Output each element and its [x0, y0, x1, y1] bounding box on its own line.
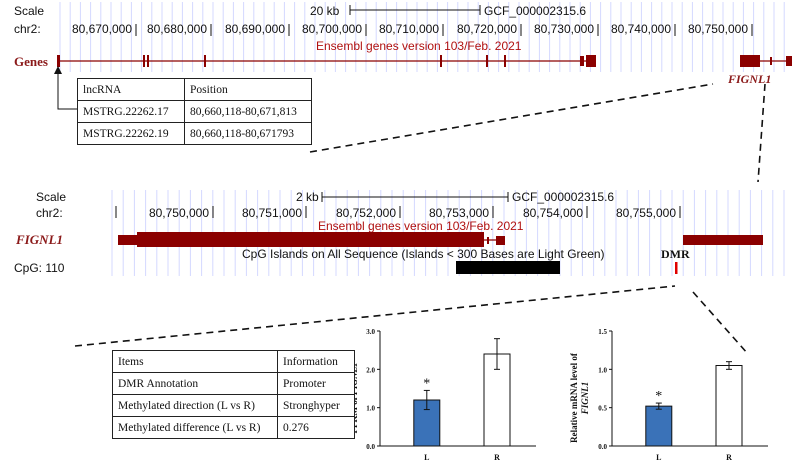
panel2-track-title: Ensembl genes version 103/Feb. 2021 — [318, 219, 524, 233]
position-label: 80,751,000 — [242, 206, 302, 220]
panel1-gene-name: FIGNL1 — [727, 72, 771, 86]
cpg-track-title: CpG Islands on All Sequence (Islands < 3… — [242, 247, 605, 261]
mrna-chart-ylabel-gene: FIGNL1 — [580, 382, 590, 416]
table-row: Methylated direction (L vs R) Stronghype… — [112, 394, 355, 417]
table-cell: MSTRG.22262.19 — [77, 122, 185, 145]
table-header-row: Items Information — [112, 350, 355, 373]
table-header-cell: Position — [184, 78, 312, 101]
table-header-cell: Items — [112, 350, 278, 373]
cpg-track-label: CpG: 110 — [14, 261, 65, 275]
x-category-label: R — [726, 453, 732, 462]
panel2-assembly: GCF_000002315.6 — [512, 190, 614, 204]
panel2-scale-label: Scale — [36, 190, 66, 204]
lncrna-table: lncRNA Position MSTRG.22262.17 80,660,11… — [77, 78, 312, 145]
mrna-chart-plot: 0.0 0.5 1.0 1.5 * L R — [598, 328, 768, 462]
bar-R — [715, 365, 743, 447]
genes-label: Genes — [14, 54, 48, 69]
position-label: 80,752,000 — [336, 206, 396, 220]
position-label: 80,700,000 — [302, 22, 362, 36]
panel2-scale-bar — [321, 192, 509, 202]
table-cell: Methylated direction (L vs R) — [112, 394, 278, 417]
position-label: 80,754,000 — [523, 206, 583, 220]
y-tick-label: 0.0 — [598, 443, 607, 451]
panel2-gene-track — [118, 232, 763, 247]
position-label: 80,755,000 — [616, 206, 676, 220]
y-tick-label: 0.0 — [366, 443, 375, 451]
significance-marker: * — [423, 376, 430, 391]
fpkm-chart: 0.01.02.03.0*LR FPKM of FIGNL1 — [349, 328, 536, 462]
panel2-chr-label: chr2: — [36, 206, 63, 220]
fpkm-chart-plot: 0.0 1.0 2.0 3.0 * L R — [366, 328, 536, 462]
table-cell: 80,660,118-80,671793 — [184, 122, 312, 145]
table-header-row: lncRNA Position — [77, 78, 312, 101]
panel1-position-axis: 80,670,000 80,680,000 80,690,000 80,700,000… — [72, 22, 753, 36]
table-cell: 80,660,118-80,671,813 — [184, 100, 312, 123]
x-category-label: L — [656, 453, 661, 462]
table-cell: Stronghyper — [277, 394, 355, 417]
y-tick-label: 2.0 — [366, 366, 375, 374]
y-tick-label: 1.5 — [598, 328, 607, 336]
table-header-cell: Information — [277, 350, 355, 373]
position-label: 80,750,000 — [688, 22, 748, 36]
lncrna-pointer-arrow — [54, 66, 77, 110]
x-category-label: R — [494, 453, 500, 462]
cpg-island-block — [456, 261, 560, 274]
panel1-scale-bar — [349, 5, 481, 15]
table-row: DMR Annotation Promoter — [112, 372, 355, 395]
y-tick-label: 3.0 — [366, 328, 375, 336]
table-cell: Methylated difference (L vs R) — [112, 416, 278, 439]
position-label: 80,750,000 — [149, 206, 209, 220]
significance-marker: * — [655, 389, 662, 404]
position-label: 80,690,000 — [225, 22, 285, 36]
bar-L — [645, 405, 673, 447]
panel2-scale-text: 2 kb — [296, 190, 319, 204]
dmr-label: DMR — [661, 247, 690, 261]
panel1-assembly: GCF_000002315.6 — [484, 4, 586, 18]
panel1-chr-label: chr2: — [14, 22, 41, 36]
zoom-line-left — [309, 83, 714, 153]
panel1-scale-label: Scale — [14, 4, 44, 18]
mrna-chart-ylabel-line1: Relative mRNA level of — [569, 352, 579, 443]
y-tick-label: 1.0 — [366, 405, 375, 413]
panel2-position-axis: 80,750,000 80,751,000 80,752,000 80,753,000… — [115, 206, 681, 220]
position-label: 80,740,000 — [611, 22, 671, 36]
mrna-chart: 0.0 0.5 1.0 1.5 * L R Relative mRNA level of F… — [569, 328, 768, 462]
zoom-line-dmr-left — [74, 285, 676, 347]
position-label: 80,730,000 — [534, 22, 594, 36]
y-tick-label: 1.0 — [598, 366, 607, 374]
panel1-gridlines — [59, 2, 785, 72]
panel1-gene-track — [57, 55, 792, 67]
table-header-cell: lncRNA — [77, 78, 185, 101]
table-row: MSTRG.22262.19 80,660,118-80,671793 — [77, 122, 312, 145]
panel2-gene-name: FIGNL1 — [15, 232, 63, 247]
zoom-line-dmr-right — [692, 291, 749, 355]
y-tick-label: 0.5 — [598, 405, 607, 413]
table-cell: DMR Annotation — [112, 372, 278, 395]
table-cell: MSTRG.22262.17 — [77, 100, 185, 123]
position-label: 80,670,000 — [72, 22, 132, 36]
zoom-line-right — [757, 83, 766, 183]
table-row: Methylated difference (L vs R) 0.276 — [112, 416, 355, 439]
panel1-track-title: Ensembl genes version 103/Feb. 2021 — [316, 39, 522, 53]
position-label: 80,753,000 — [429, 206, 489, 220]
position-label: 80,680,000 — [147, 22, 207, 36]
dmr-marker — [675, 262, 678, 274]
panel1-scale-text: 20 kb — [310, 4, 340, 18]
position-label: 80,720,000 — [457, 22, 517, 36]
table-cell: Promoter — [277, 372, 355, 395]
x-category-label: L — [424, 453, 429, 462]
dmr-table: Items Information DMR Annotation Promote… — [112, 350, 355, 439]
table-row: MSTRG.22262.17 80,660,118-80,671,813 — [77, 100, 312, 123]
table-cell: 0.276 — [277, 416, 355, 439]
position-label: 80,710,000 — [379, 22, 439, 36]
